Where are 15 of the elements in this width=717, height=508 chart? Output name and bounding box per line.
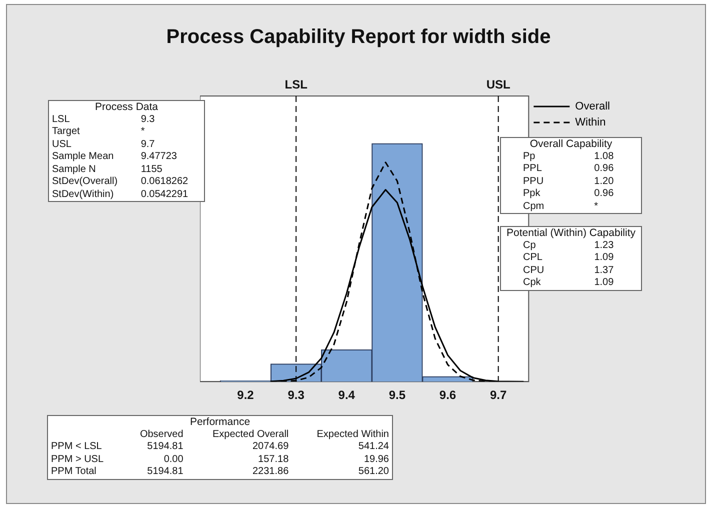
table-box: Potential (Within) Capability Cp 1.23 CPL 1.09 CPU 1.37 Cpk 1.09 <box>500 226 642 290</box>
table-box: Overall Capability Pp 1.08 PPL 0.96 PPU 1.20 Ppk 0.96 Cpm * <box>500 137 642 214</box>
x-tick-label: 9.3 <box>288 388 305 402</box>
x-tick-label: 9.6 <box>439 388 456 402</box>
legend-label: Within <box>575 116 606 129</box>
table-box: Performance Observed Expected Overall Expected Within PPM < LSL 5194.81 2074.69 541.24 PPM > USL 0.00 157.18 19.96 PPM Total 5194.81 2231.86 561.20 <box>47 415 393 480</box>
x-tick-label: 9.7 <box>490 388 507 402</box>
chart-title: Process Capability Report for width side <box>165 26 552 49</box>
table-box: Process Data LSL 9.3 Target * USL 9.7 Sample Mean 9.47723 Sample N 1155 StDev(Overall) 0.0618262 StDev(Within) 0.0542291 <box>48 100 205 202</box>
x-tick-label: 9.2 <box>237 388 254 402</box>
legend-label: Overall <box>575 100 610 113</box>
x-tick-label: 9.4 <box>338 388 356 402</box>
x-tick-label: 9.5 <box>388 388 406 402</box>
ref-line-label: LSL <box>284 77 308 92</box>
ref-line-label: USL <box>486 77 510 92</box>
